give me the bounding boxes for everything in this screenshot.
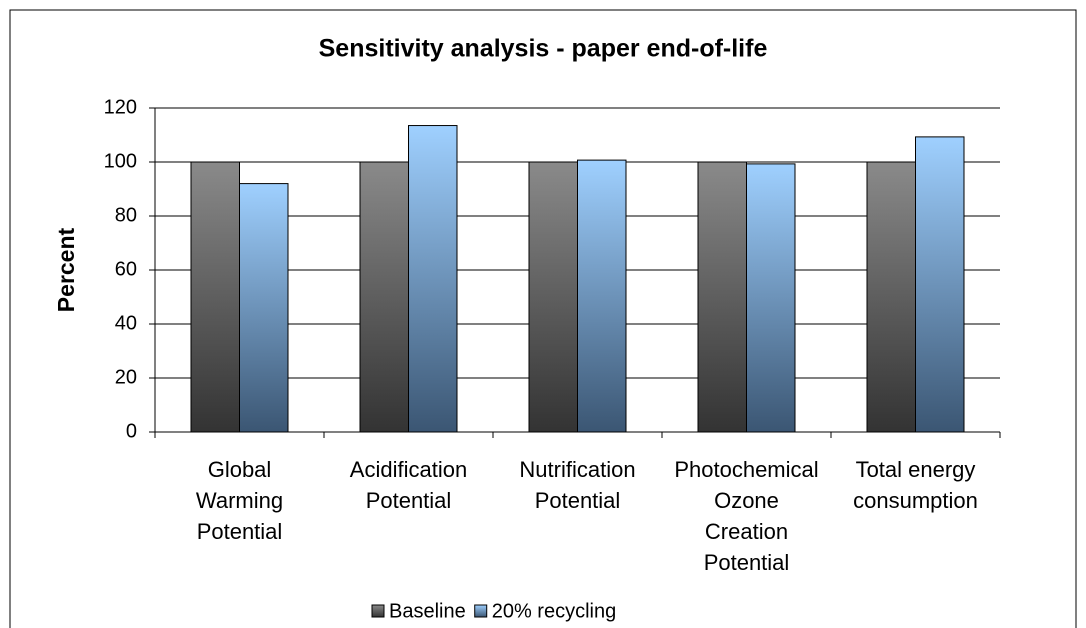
x-tick-label: Global Warming Potential <box>195 457 284 544</box>
y-tick-label: 40 <box>115 312 137 334</box>
y-tick-label: 80 <box>115 204 137 226</box>
bar <box>359 161 409 433</box>
bar <box>746 163 796 433</box>
y-tick-label: 100 <box>104 150 137 172</box>
bar <box>697 161 747 433</box>
bar <box>866 161 916 433</box>
y-tick-label: 120 <box>104 96 137 118</box>
y-tick-label: 0 <box>126 420 137 442</box>
y-tick-label: 60 <box>115 258 137 280</box>
legend-swatch <box>474 604 488 618</box>
x-tick-label: Photochemical Ozone Creation Potential <box>674 457 819 575</box>
x-tick-label: Acidification Potential <box>349 457 468 513</box>
bar <box>915 136 965 433</box>
x-tick-label: Total energy consumption <box>853 457 978 513</box>
bar <box>577 159 627 433</box>
legend-swatch <box>371 604 385 618</box>
legend-label: 20% recycling <box>492 600 617 622</box>
chart-title: Sensitivity analysis - paper end-of-life <box>319 35 768 63</box>
bar <box>239 183 289 433</box>
bar <box>408 125 458 433</box>
y-tick-label: 20 <box>115 366 137 388</box>
legend-label: Baseline <box>389 600 466 622</box>
chart-frame <box>9 9 1077 628</box>
y-axis-label: Percent <box>53 227 79 312</box>
bar <box>190 161 240 433</box>
x-tick-label: Nutrification Potential <box>519 457 636 513</box>
bar <box>528 161 578 433</box>
